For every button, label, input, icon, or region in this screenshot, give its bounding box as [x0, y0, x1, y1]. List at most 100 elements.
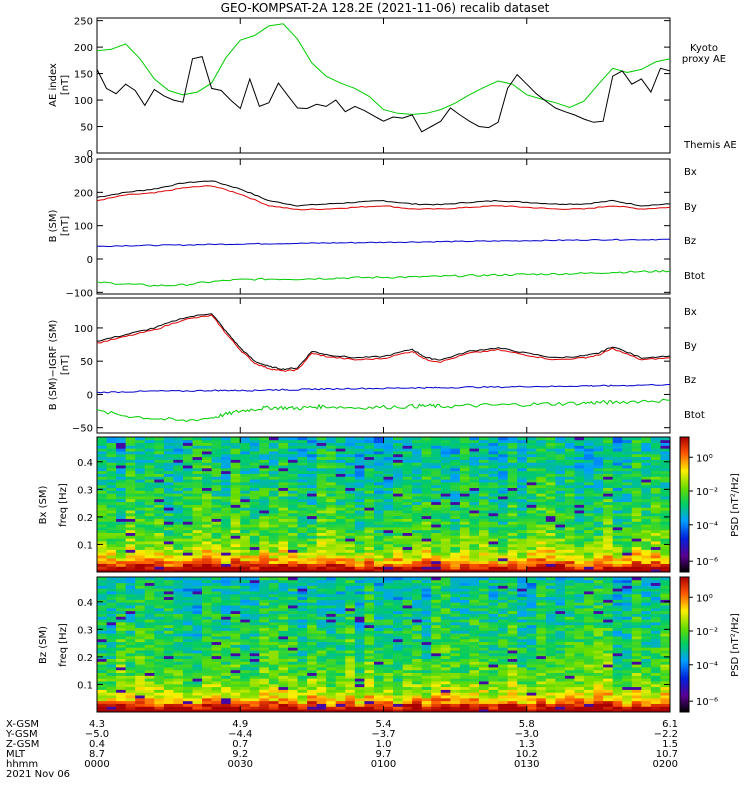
spec-cell: [221, 459, 232, 463]
spec-cell: [622, 479, 633, 483]
spec-cell: [469, 546, 480, 550]
spec-cell: [479, 439, 489, 444]
spec-cell: [268, 504, 279, 508]
spec-cell: [354, 451, 365, 455]
spec-cell: [383, 692, 394, 696]
spec-cell: [173, 557, 184, 562]
spec-cell: [335, 563, 346, 567]
spec-cell: [364, 498, 375, 503]
spec-cell: [307, 652, 318, 657]
spec-cell: [192, 703, 203, 707]
spec-cell: [412, 697, 423, 702]
spec-cell: [479, 675, 489, 679]
spec-cell: [163, 672, 174, 676]
spec-cell: [154, 563, 165, 567]
spec-cell: [412, 451, 423, 455]
spec-cell: [373, 439, 384, 444]
spec-cell: [402, 532, 413, 536]
spec-cell: [192, 627, 203, 631]
spec-cell: [450, 607, 461, 612]
spec-cell: [450, 473, 461, 477]
spec-cell: [393, 661, 403, 665]
spec-cell: [135, 487, 146, 491]
spec-cell: [364, 501, 375, 505]
spec-cell: [230, 661, 241, 665]
spec-cell: [230, 605, 241, 609]
spec-cell: [364, 681, 375, 685]
spec-cell: [154, 613, 165, 617]
spec-cell: [440, 630, 451, 634]
spec-cell: [125, 557, 136, 562]
spec-cell: [307, 555, 318, 559]
spec-cell: [135, 535, 146, 539]
spec-cell: [288, 588, 298, 592]
spec-cell: [574, 496, 585, 500]
spec-cell: [106, 487, 117, 491]
spec-cell: [144, 661, 155, 665]
spec-cell: [383, 518, 394, 522]
spec-cell: [211, 689, 222, 693]
spec-cell: [564, 557, 575, 562]
spec-cell: [259, 521, 270, 525]
spec-cell: [144, 616, 155, 620]
spec-cell: [574, 487, 585, 491]
spec-cell: [202, 624, 212, 629]
spec-cell: [469, 622, 480, 626]
spec-cell: [144, 610, 155, 614]
spec-cell: [345, 524, 356, 528]
spec-cell: [431, 638, 442, 643]
spec-cell: [335, 636, 346, 640]
spec-cell: [297, 703, 308, 707]
spec-cell: [421, 524, 432, 528]
spec-cell: [364, 535, 375, 539]
series-line-b-by: [96, 269, 671, 287]
spec-cell: [650, 524, 661, 528]
spec-cell: [307, 569, 318, 573]
spec-cell: [211, 610, 222, 614]
spec-cell: [660, 521, 671, 525]
spec-cell: [297, 619, 308, 623]
spec-cell: [641, 512, 652, 517]
spec-cell: [412, 602, 423, 606]
spec-cell: [135, 467, 146, 472]
spec-cell: [555, 557, 566, 562]
spec-cell: [555, 442, 566, 446]
spec-cell: [593, 504, 604, 508]
spec-cell: [173, 546, 184, 550]
spec-cell: [660, 555, 671, 559]
spec-cell: [612, 510, 623, 514]
spec-cell: [182, 490, 193, 494]
spec-cell: [307, 541, 318, 545]
spec-cell: [335, 585, 346, 589]
spec-cell: [507, 442, 518, 446]
spec-cell: [393, 442, 403, 446]
spec-cell: [517, 498, 528, 503]
spec-cell: [259, 482, 270, 486]
spec-cell: [221, 462, 232, 466]
spec-cell: [393, 541, 403, 545]
spec-cell: [202, 652, 212, 657]
spec-cell: [326, 644, 337, 648]
spec-cell: [106, 541, 117, 545]
spec-cell: [335, 647, 346, 651]
spec-cell: [173, 613, 184, 617]
spec-cell: [526, 538, 537, 542]
spec-cell: [297, 610, 308, 614]
spec-cell: [354, 627, 365, 631]
spec-cell: [450, 650, 461, 654]
spec-cell: [116, 591, 127, 595]
spec-cell: [230, 596, 241, 600]
spec-cell: [631, 557, 642, 562]
spec-cell: [135, 439, 146, 444]
spec-cell: [431, 451, 442, 455]
spec-cell: [125, 655, 136, 659]
spec-cell: [517, 527, 528, 531]
spec-cell: [373, 644, 384, 648]
spec-cell: [507, 476, 518, 480]
spec-cell: [479, 692, 489, 696]
spec-cell: [135, 462, 146, 466]
spec-cell: [402, 510, 413, 514]
spec-cell: [469, 647, 480, 651]
spec-cell: [345, 512, 356, 517]
spec-cell: [135, 448, 146, 452]
